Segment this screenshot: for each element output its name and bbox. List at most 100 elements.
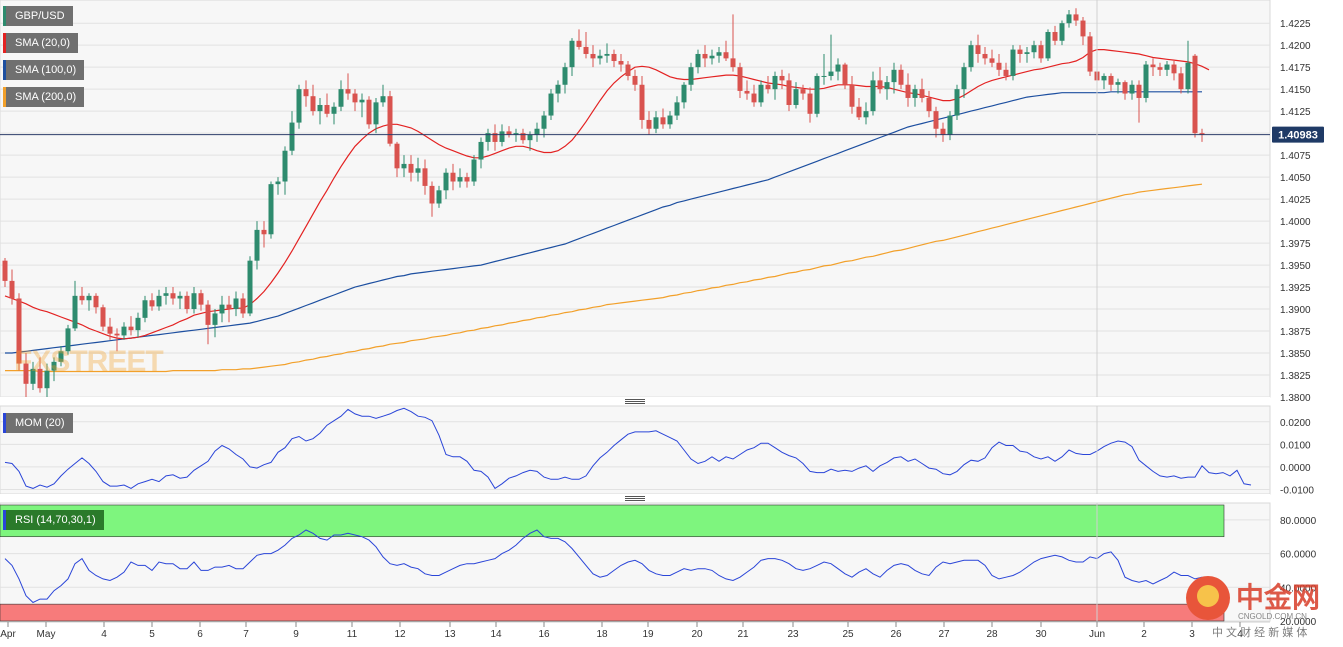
candle-body — [842, 64, 848, 85]
bearish-candle — [723, 40, 729, 62]
momentum-y-axis: 0.0200 0.0100 0.0000 -0.0100 — [1280, 418, 1314, 497]
candle-body — [464, 177, 470, 182]
candle-body — [954, 89, 960, 116]
candle-body — [65, 328, 71, 352]
candle-body — [247, 260, 253, 314]
candle-body — [86, 295, 92, 301]
bearish-candle — [16, 293, 22, 371]
bearish-candle — [114, 328, 120, 352]
bearish-candle — [632, 69, 638, 91]
legend-sma200[interactable]: SMA (200,0) — [3, 87, 85, 107]
bullish-candle — [135, 312, 141, 338]
x-axis-tick-label: 12 — [394, 629, 406, 640]
bearish-candle — [240, 293, 246, 318]
price-y-tick-label: 1.3950 — [1280, 261, 1311, 272]
candle-body — [870, 80, 876, 112]
bullish-candle — [44, 363, 50, 397]
rsi-y-tick-label: 80.0000 — [1280, 516, 1317, 527]
panel-splitter-1[interactable] — [0, 397, 1270, 405]
candle-body — [1059, 23, 1065, 41]
candle-body — [989, 58, 995, 63]
legend-sma100[interactable]: SMA (100,0) — [3, 60, 85, 80]
bearish-candle — [1052, 25, 1058, 46]
candle-body — [310, 96, 316, 112]
bullish-candle — [268, 181, 274, 239]
candle-body — [884, 82, 890, 90]
current-price-label: 1.40983 — [1278, 130, 1318, 142]
cngold-logo — [1186, 576, 1230, 620]
bearish-candle — [898, 64, 904, 90]
bullish-candle — [373, 97, 379, 134]
x-axis-tick-label: 25 — [842, 629, 854, 640]
bullish-candle — [695, 49, 701, 74]
bearish-candle — [345, 73, 351, 100]
legend-sma20[interactable]: SMA (20,0) — [3, 33, 79, 53]
bearish-candle — [2, 258, 8, 288]
bullish-candle — [667, 111, 673, 129]
legend-sma100-label: SMA (100,0) — [15, 64, 77, 76]
rsi-panel: 80.0000 60.0000 40.0000 20.0000 — [0, 502, 1317, 628]
bullish-candle — [1143, 61, 1149, 103]
candle-body — [1073, 14, 1079, 21]
candle-body — [1066, 14, 1072, 24]
bullish-candle — [541, 111, 547, 138]
rsi-y-tick-label: 60.0000 — [1280, 550, 1317, 561]
x-axis-tick-label: 3 — [1189, 629, 1195, 640]
bearish-candle — [975, 34, 981, 63]
momentum-grid — [0, 421, 1270, 490]
candle-body — [268, 184, 274, 235]
bearish-candle — [639, 75, 645, 129]
legend-mom[interactable]: MOM (20) — [3, 413, 73, 433]
bearish-candle — [996, 53, 1002, 76]
bearish-candle — [765, 75, 771, 94]
candle-body — [443, 172, 449, 191]
bearish-candle — [1108, 73, 1114, 91]
bearish-candle — [450, 163, 456, 191]
price-y-tick-label: 1.4075 — [1280, 151, 1311, 162]
bearish-candle — [982, 46, 988, 65]
price-y-tick-label: 1.4125 — [1280, 107, 1311, 118]
bullish-candle — [947, 111, 953, 141]
bullish-candle — [443, 168, 449, 200]
legend-sma200-label: SMA (200,0) — [15, 91, 77, 103]
candle-body — [541, 115, 547, 129]
candle-body — [1192, 55, 1198, 134]
bullish-candle — [716, 46, 722, 63]
legend-symbol[interactable]: GBP/USD — [3, 6, 73, 26]
price-y-tick-label: 1.4025 — [1280, 195, 1311, 206]
bearish-candle — [394, 141, 400, 178]
candle-body — [681, 84, 687, 103]
candle-body — [1101, 75, 1107, 81]
bullish-candle — [177, 291, 183, 310]
bearish-candle — [856, 97, 862, 120]
legend-rsi[interactable]: RSI (14,70,30,1) — [3, 510, 104, 530]
bullish-candle — [58, 345, 64, 367]
legend-sma20-label: SMA (20,0) — [15, 37, 71, 49]
bearish-candle — [940, 122, 946, 142]
legend-symbol-label: GBP/USD — [15, 10, 65, 22]
bullish-candle — [121, 322, 127, 340]
x-axis-tick-label: 14 — [490, 629, 502, 640]
candle-body — [933, 111, 939, 129]
candle-body — [996, 62, 1002, 70]
candle-body — [891, 69, 897, 83]
candle-body — [576, 40, 582, 47]
x-axis-tick-label: May — [37, 629, 56, 640]
candle-body — [478, 141, 484, 160]
bearish-candle — [1080, 17, 1086, 46]
momentum-line — [4, 407, 1252, 490]
candle-body — [786, 80, 792, 105]
bearish-candle — [1017, 45, 1023, 63]
momentum-y-tick-label: 0.0100 — [1280, 440, 1311, 451]
candle-body — [1122, 82, 1128, 94]
candle-body — [709, 55, 715, 59]
panel-splitter-2[interactable] — [0, 494, 1270, 502]
bullish-candle — [457, 168, 463, 188]
x-axis-tick-label: 18 — [596, 629, 608, 640]
candle-body — [744, 90, 750, 94]
bullish-candle — [30, 361, 36, 390]
price-y-tick-label: 1.4150 — [1280, 85, 1311, 96]
candle-body — [1157, 67, 1163, 70]
price-y-tick-label: 1.3825 — [1280, 371, 1311, 382]
candle-body — [1171, 64, 1177, 74]
